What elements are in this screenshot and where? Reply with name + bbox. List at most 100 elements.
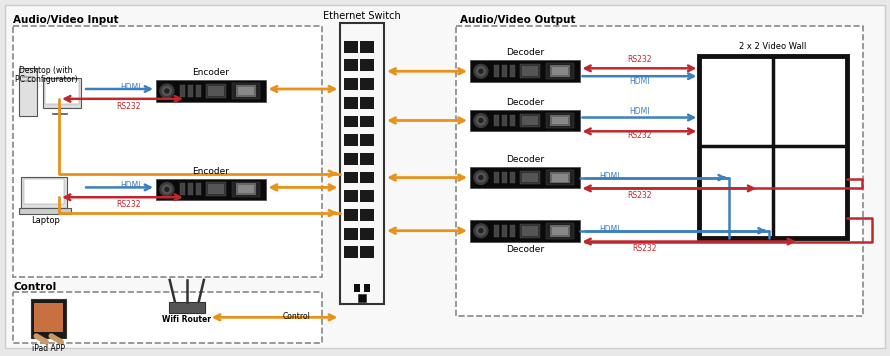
Text: 2 x 2 Video Wall: 2 x 2 Video Wall: [740, 42, 806, 51]
Circle shape: [160, 84, 174, 98]
Bar: [340, 23, 384, 304]
Bar: [360, 134, 374, 146]
Bar: [510, 66, 514, 77]
Bar: [344, 41, 359, 53]
Bar: [550, 172, 570, 183]
Bar: [21, 177, 67, 208]
Text: RS232: RS232: [117, 200, 142, 209]
Bar: [20, 68, 37, 116]
Text: Laptop: Laptop: [31, 216, 60, 225]
Text: Decoder: Decoder: [506, 48, 544, 57]
Text: Control: Control: [13, 282, 57, 292]
Bar: [546, 223, 573, 239]
Text: Decoder: Decoder: [506, 98, 544, 107]
Bar: [522, 66, 538, 76]
Circle shape: [473, 171, 488, 184]
Circle shape: [476, 67, 485, 76]
Bar: [344, 209, 359, 221]
Bar: [360, 59, 374, 71]
Bar: [552, 227, 568, 235]
Bar: [502, 66, 506, 77]
Bar: [45, 80, 79, 104]
Bar: [522, 226, 538, 236]
Bar: [236, 183, 255, 195]
Bar: [344, 59, 359, 71]
Bar: [13, 292, 322, 343]
Bar: [470, 110, 579, 131]
Circle shape: [165, 187, 169, 191]
Text: RS232: RS232: [117, 102, 142, 111]
Text: RS232: RS232: [632, 244, 657, 252]
Bar: [196, 85, 201, 97]
Bar: [31, 299, 66, 338]
Bar: [364, 284, 370, 292]
Bar: [238, 87, 254, 95]
Bar: [207, 184, 223, 194]
Text: Audio/Video Output: Audio/Video Output: [460, 15, 576, 25]
Circle shape: [479, 176, 483, 179]
Bar: [550, 115, 570, 126]
Bar: [238, 185, 254, 193]
Bar: [180, 85, 185, 97]
Bar: [344, 153, 359, 165]
Text: iPad APP: iPad APP: [32, 344, 65, 353]
Bar: [13, 26, 322, 277]
Bar: [156, 80, 265, 102]
Text: Ethernet Switch: Ethernet Switch: [323, 11, 401, 21]
Bar: [502, 115, 506, 126]
Bar: [156, 179, 265, 200]
Circle shape: [160, 183, 174, 196]
Bar: [44, 78, 81, 108]
Bar: [35, 303, 63, 332]
Bar: [344, 134, 359, 146]
Text: Encoder: Encoder: [192, 167, 230, 176]
Circle shape: [473, 114, 488, 127]
Bar: [502, 172, 506, 183]
Text: HDMI: HDMI: [121, 83, 142, 91]
Text: Decoder: Decoder: [506, 155, 544, 164]
Bar: [510, 225, 514, 237]
Circle shape: [162, 185, 172, 194]
Bar: [470, 61, 579, 82]
Bar: [360, 153, 374, 165]
Circle shape: [476, 173, 485, 182]
Bar: [206, 84, 226, 98]
Circle shape: [479, 69, 483, 73]
Bar: [546, 170, 573, 185]
Bar: [344, 116, 359, 127]
Text: HDMI: HDMI: [600, 225, 620, 234]
Bar: [236, 85, 255, 97]
Bar: [552, 174, 568, 182]
Text: Control: Control: [282, 312, 311, 321]
Bar: [494, 66, 498, 77]
Bar: [546, 112, 573, 129]
Bar: [20, 208, 71, 214]
Bar: [502, 225, 506, 237]
Text: HDMI: HDMI: [629, 106, 650, 116]
Bar: [360, 78, 374, 90]
Bar: [344, 97, 359, 109]
Bar: [344, 228, 359, 240]
Bar: [35, 303, 63, 332]
Bar: [231, 83, 260, 99]
Bar: [180, 183, 185, 195]
Bar: [188, 183, 193, 195]
Bar: [360, 172, 374, 183]
Bar: [520, 64, 539, 78]
Bar: [196, 183, 201, 195]
Bar: [360, 246, 374, 258]
Bar: [360, 190, 374, 202]
Circle shape: [479, 119, 483, 122]
Circle shape: [473, 224, 488, 237]
Bar: [360, 228, 374, 240]
Text: HDMI: HDMI: [629, 77, 650, 86]
Text: RS232: RS232: [627, 131, 651, 140]
Bar: [550, 66, 570, 77]
Bar: [520, 224, 539, 237]
Circle shape: [479, 229, 483, 233]
Bar: [344, 172, 359, 183]
Circle shape: [476, 116, 485, 125]
Bar: [522, 116, 538, 125]
Bar: [359, 294, 367, 302]
Bar: [22, 80, 35, 82]
